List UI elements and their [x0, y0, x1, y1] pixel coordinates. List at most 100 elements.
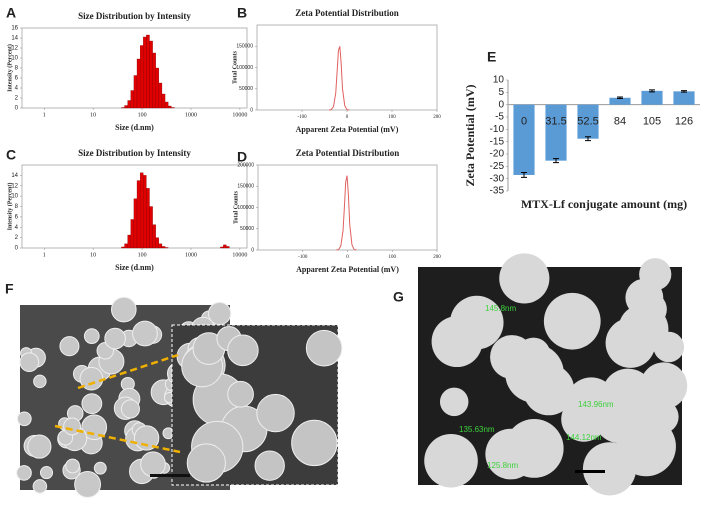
y-tick-label: 6 [15, 76, 19, 82]
particle [63, 417, 82, 436]
category-label: 31.5 [545, 116, 566, 128]
y-tick-label: -25 [490, 161, 505, 172]
panel-label: G [393, 289, 404, 305]
error-bar [617, 96, 623, 99]
bar [609, 97, 631, 105]
particle [582, 442, 637, 496]
particle [439, 387, 469, 417]
x-tick-label: 200 [433, 115, 441, 120]
y-tick-label: 6 [15, 214, 19, 220]
x-tick-label: 0 [346, 115, 349, 120]
histogram-bar [127, 234, 131, 249]
y-tick-label: 5 [498, 87, 504, 98]
particle [16, 411, 32, 427]
y-tick-label: 0 [15, 246, 19, 252]
error-bar [585, 136, 591, 142]
y-tick-label: 0 [15, 106, 19, 112]
y-tick-label: -35 [490, 186, 505, 197]
line [336, 175, 357, 251]
histogram-bar [161, 93, 166, 109]
size-annotation: 144.12nm [566, 433, 602, 442]
x-tick-label: 10 [90, 112, 96, 118]
chart: Size Distribution by Intensity Size (d.nm… [6, 148, 247, 272]
histogram-bar [161, 246, 166, 249]
x-tick-label: 200 [433, 255, 441, 260]
histogram-bar [155, 237, 159, 249]
particle [512, 428, 559, 475]
size-annotation: 135.63nm [459, 425, 495, 434]
x-tick-label: 100 [388, 115, 396, 120]
chart-title: Size Distribution by Intensity [78, 11, 191, 21]
y-tick-label: -10 [490, 124, 505, 135]
particle [27, 434, 52, 459]
panel-label: D [237, 149, 247, 165]
panel-label: C [6, 147, 16, 163]
y-tick-label: 14 [11, 36, 18, 42]
y-tick-label: 2 [15, 96, 19, 102]
histogram-bar [139, 172, 144, 249]
x-tick-label: 1 [43, 112, 46, 118]
category-label: 105 [643, 116, 661, 128]
particle [645, 399, 679, 434]
x-axis-label: Size (d.nm) [115, 123, 154, 132]
x-tick-label: 1000 [185, 112, 197, 118]
particle [81, 393, 103, 415]
particle [227, 334, 259, 367]
chart: Zeta Potential Distribution Apparent Zeta… [232, 8, 441, 134]
particle [639, 258, 672, 291]
y-tick-label: 4 [15, 86, 19, 92]
y-axis-label: Intensity (Percent) [6, 44, 13, 92]
y-tick-label: 16 [11, 26, 18, 32]
category-label: 52.5 [577, 116, 598, 128]
particle [83, 328, 100, 345]
particle [33, 374, 47, 389]
bar [577, 104, 599, 139]
histogram-bar [168, 105, 172, 109]
chart: Zeta Potential Distribution Apparent Zeta… [233, 148, 441, 274]
histogram-bar [139, 45, 144, 109]
error-bar [521, 172, 527, 178]
particle [291, 419, 338, 467]
y-axis-label: Total Counts [233, 190, 239, 224]
chart: Size Distribution by Intensity Size (d.nm… [6, 11, 247, 132]
particle [499, 253, 550, 304]
particle [59, 336, 80, 357]
y-tick-label: 200000 [237, 162, 254, 168]
line [328, 46, 350, 111]
particle [186, 443, 226, 483]
histogram-bar [136, 180, 141, 249]
y-tick-label: 50000 [240, 226, 254, 232]
particle [104, 327, 126, 350]
y-tick-label: 150000 [237, 184, 254, 190]
particle [254, 450, 285, 481]
y-tick-label: -30 [490, 173, 505, 184]
panel-label: A [6, 5, 16, 21]
histogram-bar [121, 107, 125, 109]
particle [305, 329, 343, 367]
y-tick-label: 2 [15, 235, 19, 241]
y-tick-label: -15 [490, 136, 505, 147]
x-axis-label: Apparent Zeta Potential (mV) [296, 265, 399, 274]
scale-bar [150, 474, 190, 477]
particle [93, 461, 107, 475]
particle [32, 479, 48, 494]
chart-title: Zeta Potential Distribution [295, 8, 399, 18]
x-axis-label: Size (d.nm) [115, 263, 154, 272]
tem-image-g: 145.8nm 143.96nm 135.63nm 144.12nm 125.8nm [418, 253, 688, 496]
particle [561, 396, 607, 442]
x-tick-label: 1000 [185, 252, 197, 258]
histogram-bar [143, 36, 147, 109]
scale-bar [575, 470, 605, 473]
particle [39, 466, 54, 480]
histogram-bar [164, 247, 169, 249]
error-bar [553, 158, 559, 164]
particle [65, 458, 80, 474]
chart-title: Size Distribution by Intensity [78, 148, 191, 158]
histogram-bar [146, 188, 150, 249]
histogram-bar [136, 58, 141, 109]
histogram-bar [158, 82, 163, 109]
histogram-bar [143, 175, 147, 249]
histogram-bar [152, 52, 156, 109]
particle [227, 380, 254, 408]
y-tick-label: -5 [495, 112, 504, 123]
